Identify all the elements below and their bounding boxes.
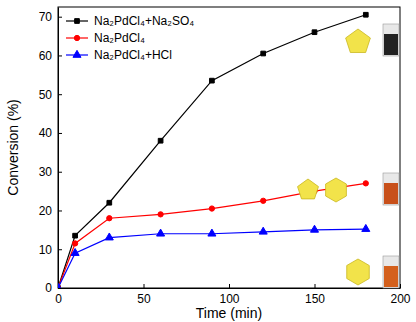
- x-axis-line: [59, 288, 401, 289]
- x-axis-title: Time (min): [196, 305, 262, 321]
- x-tick-label: 0: [55, 292, 62, 306]
- vial-icon: [383, 24, 399, 56]
- y-tick-mark: [58, 55, 62, 56]
- x-tick: 50: [137, 284, 151, 306]
- x-tick-label: 50: [137, 292, 151, 306]
- y-tick-label: 20: [39, 204, 53, 218]
- plot-frame: [58, 7, 400, 288]
- series-point: [261, 51, 266, 56]
- y-axis: 0 10 20 30 40 50 60 70: [39, 8, 62, 296]
- legend-label: Na₂PdCl₄: [94, 31, 145, 45]
- x-tick-mark: [400, 284, 401, 288]
- vial-icon: [383, 256, 399, 288]
- series-line: [58, 15, 366, 288]
- series-line: [58, 183, 366, 288]
- y-tick-label: 50: [39, 88, 53, 102]
- series-point: [363, 12, 368, 17]
- x-tick: 100: [219, 284, 239, 306]
- vial-icon: [383, 173, 399, 205]
- chart: 0 50 100 150 200 0 10 20 30 40 50 60 70 Na₂PdCl₄+Na₂S…: [0, 0, 416, 322]
- y-axis-title: Conversion (%): [5, 99, 21, 195]
- shape-icon: [326, 178, 347, 202]
- plot-area: 0 50 100 150 200 0 10 20 30 40 50 60 70 Na₂PdCl₄+Na₂S…: [39, 7, 411, 306]
- series-point: [107, 200, 112, 205]
- legend: Na₂PdCl₄+Na₂SO₄ Na₂PdCl₄ Na₂PdCl₄+HCl: [66, 14, 194, 62]
- y-tick-mark: [58, 172, 62, 173]
- series-point: [312, 30, 317, 35]
- y-tick-mark: [58, 288, 62, 289]
- shape-icon: [347, 259, 370, 285]
- series-point: [105, 233, 113, 240]
- series-point: [259, 227, 267, 234]
- legend-marker: [73, 50, 81, 57]
- y-tick-label: 40: [39, 126, 53, 140]
- series-point: [158, 212, 163, 217]
- y-tick-mark: [58, 210, 62, 211]
- y-tick: 10: [39, 243, 62, 257]
- y-axis-line: [58, 8, 59, 289]
- y-tick-label: 10: [39, 243, 53, 257]
- legend-marker: [74, 35, 79, 40]
- y-tick-label: 60: [39, 49, 53, 63]
- decoration: [298, 24, 399, 288]
- legend-marker: [75, 19, 80, 24]
- y-tick-label: 0: [45, 281, 52, 295]
- legend-label: Na₂PdCl₄+HCl: [94, 48, 172, 62]
- series-point: [107, 216, 112, 221]
- series-point: [210, 78, 215, 83]
- x-tick-label: 100: [219, 292, 239, 306]
- series-point: [72, 241, 77, 246]
- legend-item: Na₂PdCl₄: [66, 31, 145, 45]
- y-tick: 20: [39, 204, 62, 218]
- series-group: [58, 12, 370, 288]
- y-tick-label: 30: [39, 165, 53, 179]
- y-tick: 70: [39, 10, 62, 24]
- y-tick: 50: [39, 88, 62, 102]
- y-tick: 30: [39, 165, 62, 179]
- shape-icon: [346, 29, 371, 53]
- x-tick-label: 150: [305, 292, 325, 306]
- legend-item: Na₂PdCl₄+Na₂SO₄: [66, 14, 194, 28]
- shape-icon: [298, 179, 319, 199]
- series-point: [71, 248, 79, 255]
- series-point: [362, 224, 370, 231]
- series-point: [58, 283, 62, 288]
- y-tick-mark: [58, 17, 62, 18]
- y-tick: 60: [39, 49, 62, 63]
- x-axis: 0 50 100 150 200: [55, 284, 411, 306]
- y-tick-mark: [58, 94, 62, 95]
- x-tick-label: 200: [390, 292, 410, 306]
- y-tick-mark: [58, 249, 62, 250]
- legend-item: Na₂PdCl₄+HCl: [66, 48, 172, 62]
- x-tick-mark: [315, 284, 316, 288]
- series-point: [363, 181, 368, 186]
- series-point: [73, 233, 78, 238]
- series-point: [209, 206, 214, 211]
- series-line: [58, 229, 366, 288]
- series-point: [310, 225, 318, 232]
- vial-liquid: [384, 34, 398, 55]
- y-tick-label: 70: [39, 10, 53, 24]
- series-point: [158, 138, 163, 143]
- series-point: [157, 229, 165, 236]
- x-tick-mark: [229, 284, 230, 288]
- y-tick-mark: [58, 133, 62, 134]
- legend-label: Na₂PdCl₄+Na₂SO₄: [94, 14, 194, 28]
- vial-liquid: [384, 183, 398, 204]
- series-point: [208, 229, 216, 236]
- series-point: [261, 198, 266, 203]
- x-tick-mark: [144, 284, 145, 288]
- y-tick: 40: [39, 126, 62, 140]
- vial-liquid: [384, 266, 398, 287]
- x-tick: 150: [305, 284, 325, 306]
